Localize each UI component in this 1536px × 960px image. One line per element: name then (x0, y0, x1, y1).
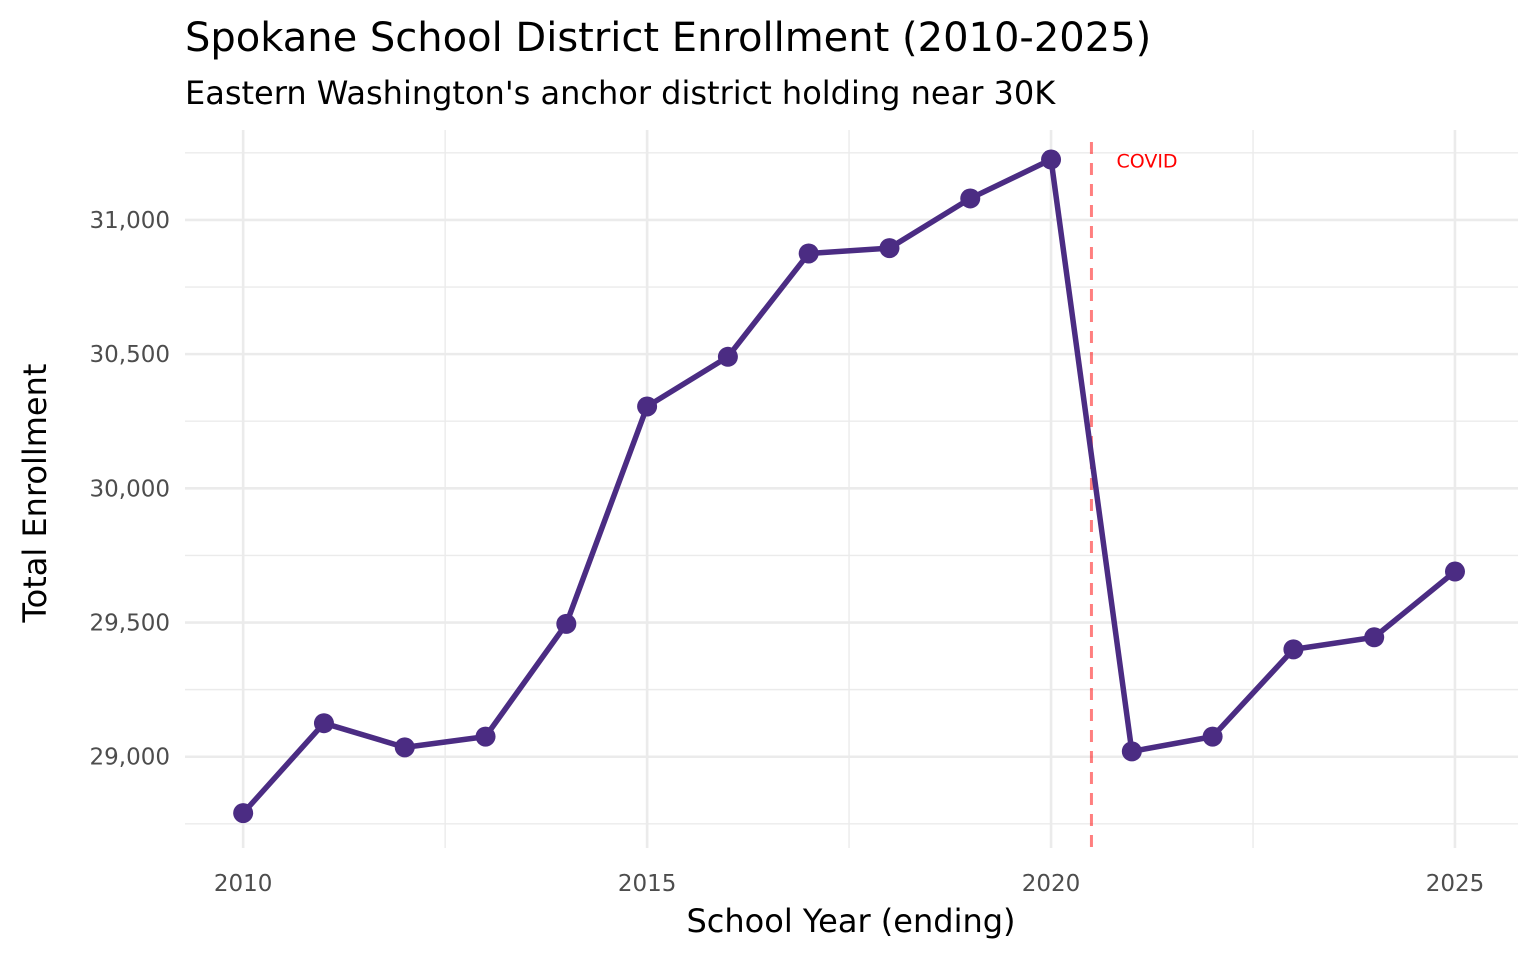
data-point (879, 238, 900, 259)
x-axis-ticks: 2010 2015 2020 2025 (214, 871, 1484, 897)
data-point (313, 713, 334, 734)
data-point (1364, 627, 1385, 648)
x-axis-title: School Year (ending) (686, 902, 1015, 940)
data-point (960, 188, 981, 209)
data-point (475, 726, 496, 747)
x-tick-label: 2025 (1426, 871, 1485, 897)
data-point (233, 803, 254, 824)
x-tick-label: 2015 (618, 871, 677, 897)
y-tick-label: 30,500 (90, 342, 170, 368)
data-point (1121, 741, 1142, 762)
series-group (233, 149, 1465, 824)
y-axis-ticks: 29,000 29,500 30,000 30,500 31,000 (90, 208, 170, 771)
x-tick-label: 2020 (1022, 871, 1081, 897)
y-tick-label: 30,000 (90, 476, 170, 502)
y-tick-label: 29,500 (90, 611, 170, 637)
y-tick-label: 31,000 (90, 208, 170, 234)
chart-title: Spokane School District Enrollment (2010… (185, 15, 1151, 61)
grid-lines (185, 130, 1518, 848)
x-tick-label: 2010 (214, 871, 273, 897)
data-point (394, 737, 415, 758)
data-point (1444, 561, 1465, 582)
series-line (240, 156, 1458, 816)
y-tick-label: 29,000 (90, 745, 170, 771)
data-point (637, 396, 658, 417)
reference-line-group: COVID (1089, 142, 1178, 848)
data-point (1202, 726, 1223, 747)
data-point (556, 613, 577, 634)
data-point (1041, 149, 1062, 170)
data-point (1283, 639, 1304, 660)
data-point (798, 243, 819, 264)
chart-subtitle: Eastern Washington's anchor district hol… (185, 74, 1056, 112)
covid-annotation: COVID (1116, 151, 1177, 173)
y-axis-title: Total Enrollment (16, 364, 54, 624)
data-point (717, 346, 738, 367)
